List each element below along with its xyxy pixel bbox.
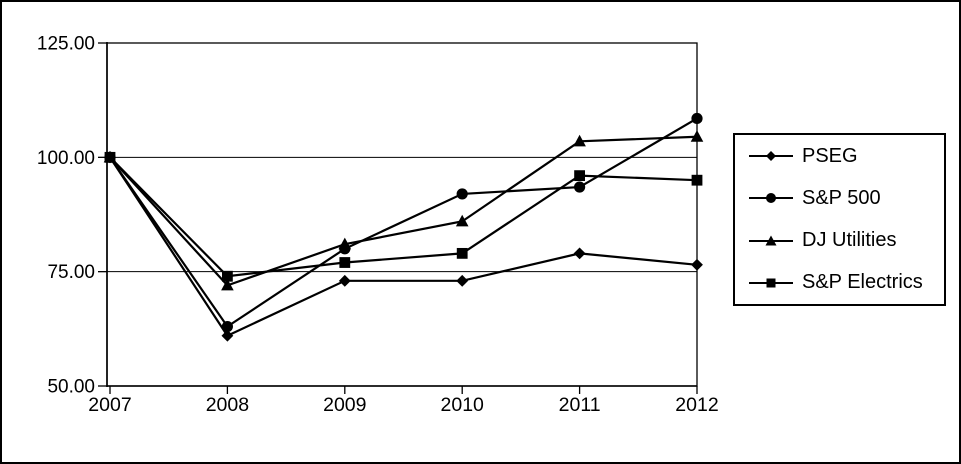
square-marker-icon — [691, 174, 703, 186]
circle-marker-icon — [749, 193, 793, 204]
diamond-marker-icon — [456, 274, 469, 287]
plot-border — [106, 42, 698, 387]
circle-marker-icon — [574, 181, 586, 193]
y-axis-tick-label: 100.00 — [37, 148, 95, 169]
circle-marker-icon — [691, 112, 703, 125]
x-axis-tick-label: 2007 — [88, 394, 131, 416]
square-marker-icon — [749, 278, 793, 288]
legend-label: S&P 500 — [802, 186, 881, 209]
series-line — [109, 156, 698, 338]
square-marker-icon — [339, 257, 351, 268]
triangle-marker-icon — [573, 134, 586, 147]
legend-label: S&P Electrics — [802, 271, 923, 294]
series-line — [109, 117, 698, 329]
diamond-marker-icon — [573, 247, 586, 260]
legend-label: DJ Utilities — [802, 229, 897, 252]
diamond-marker-icon — [338, 274, 351, 287]
x-axis-tick-label: 2012 — [675, 394, 718, 416]
triangle-marker-icon — [221, 278, 234, 291]
x-axis-tick-label: 2011 — [559, 394, 601, 416]
circle-marker-icon — [221, 320, 233, 333]
y-axis-tick-label: 50.00 — [47, 377, 95, 398]
x-axis-tick-label: 2008 — [206, 394, 249, 416]
square-marker-icon — [456, 247, 468, 259]
circle-marker-icon — [456, 188, 468, 200]
legend-item: DJ Utilities — [749, 229, 944, 252]
triangle-marker-icon — [338, 237, 352, 250]
triangle-marker-icon — [690, 130, 704, 142]
diamond-marker-icon — [749, 151, 793, 162]
x-axis-tick-label: 2010 — [441, 394, 485, 416]
series-line — [109, 135, 698, 287]
y-axis-tick-label: 125.00 — [37, 34, 95, 55]
legend-item: S&P 500 — [749, 187, 944, 210]
square-marker-icon — [104, 151, 116, 163]
diamond-marker-icon — [221, 329, 234, 342]
triangle-marker-icon — [455, 214, 469, 227]
y-axis-tick-label: 75.00 — [47, 262, 95, 283]
square-marker-icon — [222, 270, 233, 282]
triangle-marker-icon — [749, 235, 793, 246]
x-axis-tick-label: 2009 — [323, 394, 366, 416]
legend-item: S&P Electrics — [749, 271, 944, 294]
legend-item: PSEG — [749, 145, 944, 168]
chart-legend: PSEG S&P 500 DJ Utilities S&P Electrics — [733, 133, 946, 306]
diamond-marker-icon — [691, 258, 703, 271]
legend-label: PSEG — [802, 144, 858, 167]
series-line — [109, 156, 698, 278]
square-marker-icon — [574, 170, 585, 182]
